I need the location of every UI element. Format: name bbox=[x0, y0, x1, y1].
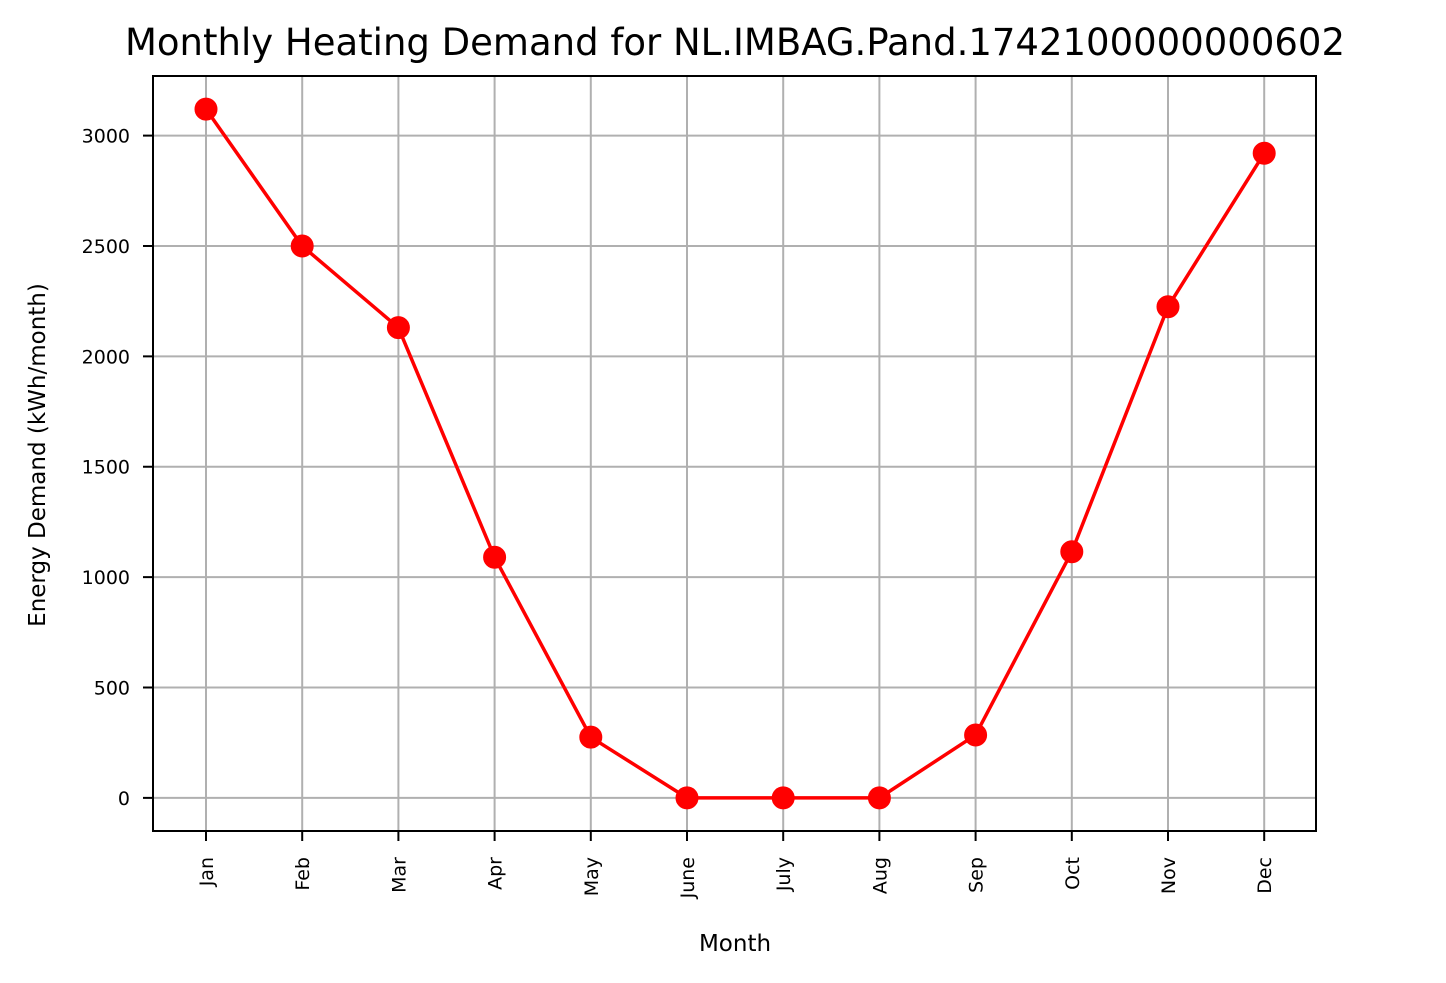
data-point bbox=[1252, 141, 1276, 165]
data-point bbox=[483, 545, 507, 569]
chart-title: Monthly Heating Demand for NL.IMBAG.Pand… bbox=[125, 21, 1345, 64]
x-tick-label: Sep bbox=[966, 857, 988, 893]
data-points bbox=[194, 97, 1276, 810]
x-tick-label: July bbox=[773, 857, 795, 892]
x-tick-label: Nov bbox=[1158, 857, 1180, 894]
x-axis-label: Month bbox=[699, 931, 771, 957]
x-tick-label: Aug bbox=[869, 857, 891, 894]
data-point bbox=[771, 786, 795, 810]
grid-lines bbox=[153, 76, 1316, 831]
y-tick-label: 3000 bbox=[82, 126, 130, 148]
x-axis-ticks: Jan Feb Mar Apr May June July Aug Sep Oct Nov Dec bbox=[196, 831, 1276, 899]
plot-frame bbox=[152, 75, 1317, 832]
data-point bbox=[290, 234, 314, 258]
y-axis-ticks: 0 500 1000 1500 2000 2500 3000 bbox=[82, 126, 153, 810]
y-tick-label: 1000 bbox=[82, 567, 130, 589]
data-point bbox=[579, 725, 603, 749]
x-tick-label: Apr bbox=[485, 857, 507, 890]
data-point bbox=[386, 316, 410, 340]
x-tick-label: June bbox=[677, 857, 699, 899]
x-tick-label: Oct bbox=[1062, 857, 1084, 890]
y-tick-label: 1500 bbox=[82, 457, 130, 479]
y-tick-label: 2000 bbox=[82, 346, 130, 368]
x-tick-label: Feb bbox=[292, 857, 314, 891]
data-point bbox=[964, 723, 988, 747]
data-point bbox=[1060, 540, 1084, 564]
x-tick-label: Dec bbox=[1254, 857, 1276, 894]
x-tick-label: May bbox=[581, 857, 603, 896]
y-tick-label: 500 bbox=[94, 678, 130, 700]
y-tick-label: 0 bbox=[118, 788, 130, 810]
x-tick-label: Mar bbox=[388, 857, 410, 893]
series-line bbox=[204, 107, 1266, 800]
data-point bbox=[1156, 295, 1180, 319]
y-tick-label: 2500 bbox=[82, 236, 130, 258]
data-point bbox=[194, 97, 218, 121]
data-point bbox=[675, 786, 699, 810]
series-line-layer bbox=[204, 107, 1266, 800]
data-point bbox=[867, 786, 891, 810]
x-tick-label: Jan bbox=[196, 857, 218, 887]
y-axis-label: Energy Demand (kWh/month) bbox=[25, 283, 51, 627]
